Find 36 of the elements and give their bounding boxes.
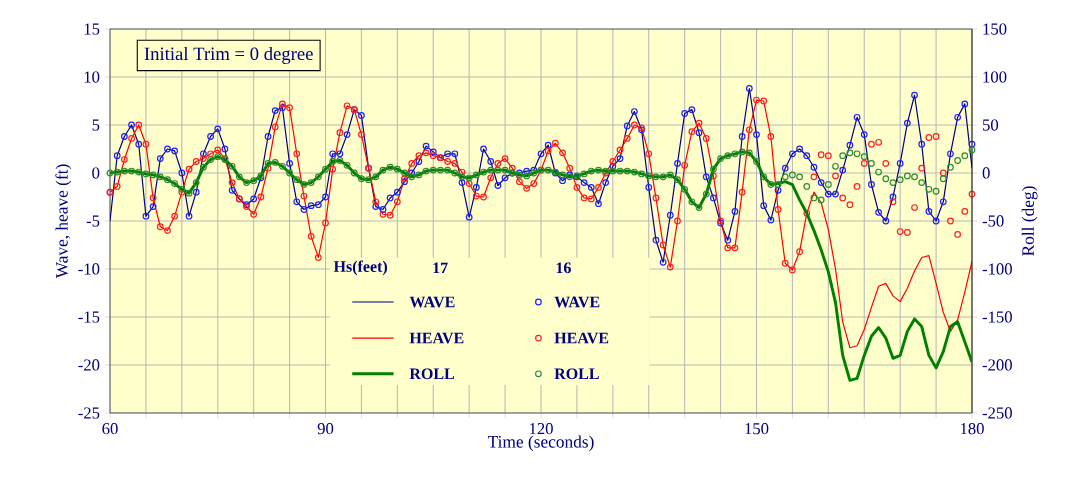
annotation: 16	[556, 262, 571, 274]
legend-label: ROLL	[554, 368, 599, 380]
x-axis-title: Time (seconds)	[487, 435, 594, 452]
legend-title: Hs(feet)	[333, 260, 388, 276]
legend-label: HEAVE	[554, 332, 609, 344]
y-tick-label: -10	[78, 263, 100, 275]
y2-tick-label: -150	[982, 311, 1012, 323]
y-tick-label: -5	[86, 215, 100, 227]
x-tick-label: 150	[745, 423, 769, 435]
annotation: 17	[433, 262, 448, 274]
y2-tick-label: -200	[982, 359, 1012, 371]
y-tick-label: -20	[78, 359, 100, 371]
y-tick-label: 10	[84, 71, 100, 83]
y-tick-label: -25	[78, 407, 100, 419]
y-tick-label: 15	[84, 23, 100, 35]
x-tick-label: 180	[960, 423, 984, 435]
legend-label: WAVE	[554, 296, 600, 308]
legend-label: HEAVE	[409, 332, 464, 344]
legend-label: WAVE	[409, 296, 455, 308]
y2-tick-label: -250	[982, 407, 1012, 419]
text: Initial Trim = 0 degree	[144, 46, 313, 64]
y-tick-label: -15	[78, 311, 100, 323]
y-tick-label: 0	[92, 167, 100, 179]
y2-tick-label: -100	[982, 263, 1012, 275]
y-axis-title: Wave, heave (ft)	[55, 164, 72, 279]
y2-axis-title: Roll (deg)	[1021, 186, 1038, 256]
y2-tick-label: 0	[982, 167, 990, 179]
x-tick-label: 120	[529, 423, 553, 435]
y2-tick-label: -50	[982, 215, 1004, 227]
y-tick-label: 5	[92, 119, 100, 131]
x-tick-label: 60	[102, 423, 118, 435]
x-tick-label: 90	[317, 423, 334, 435]
y2-tick-label: 100	[983, 71, 1007, 83]
y2-tick-label: 150	[983, 23, 1007, 35]
y2-tick-label: 50	[983, 119, 999, 131]
legend-label: ROLL	[409, 368, 455, 380]
